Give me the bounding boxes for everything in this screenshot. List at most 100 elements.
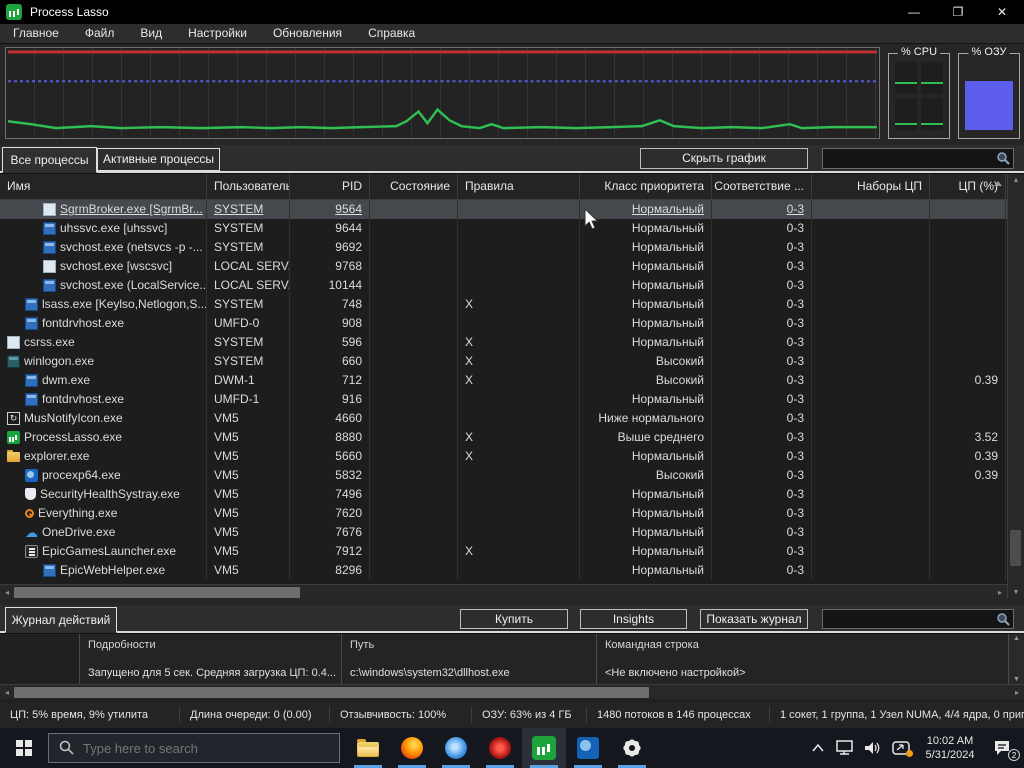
file-explorer-taskbar-icon[interactable] xyxy=(346,728,390,768)
ram-minigraph[interactable]: % ОЗУ xyxy=(958,45,1020,139)
details-horizontal-scrollbar[interactable]: ◂ ▸ xyxy=(0,684,1024,700)
menu-item[interactable]: Обновления xyxy=(272,26,343,41)
scroll-down-icon[interactable]: ▼ xyxy=(1013,676,1020,684)
menu-item[interactable]: Главное xyxy=(13,26,59,41)
status-segment: Отзывчивость: 100% xyxy=(330,707,472,724)
scroll-down-icon[interactable]: ▼ xyxy=(1012,589,1020,597)
settings-gear-taskbar-icon[interactable] xyxy=(610,728,654,768)
show-log-button[interactable]: Показать журнал xyxy=(700,609,808,630)
start-button[interactable] xyxy=(0,728,48,768)
tab-active-processes[interactable]: Активные процессы xyxy=(97,147,220,171)
column-header[interactable]: Соответствие ... xyxy=(712,173,812,199)
table-horizontal-scrollbar[interactable]: ◂ ▸ xyxy=(0,584,1007,600)
process-row[interactable]: ProcessLasso.exe VM5 8880 X Выше среднего 0-3… xyxy=(0,427,1007,447)
scrollbar-thumb[interactable] xyxy=(14,686,649,698)
scroll-left-icon[interactable]: ◂ xyxy=(4,687,9,697)
scrollbar-thumb[interactable] xyxy=(1010,530,1021,567)
taskbar-search-input[interactable] xyxy=(83,740,329,756)
cell-rules xyxy=(458,389,580,409)
cell-state xyxy=(370,218,458,238)
scroll-right-icon[interactable]: ▸ xyxy=(997,587,1002,597)
menu-item[interactable]: Вид xyxy=(140,26,163,41)
cell-priority: Ниже нормального xyxy=(580,408,712,428)
cell-user: SYSTEM xyxy=(207,199,290,219)
process-row[interactable]: lsass.exe [Keylso,Netlogon,S... SYSTEM 748… xyxy=(0,294,1007,314)
process-row[interactable]: svchost.exe [wscsvc] LOCAL SERV... 9768 Нор… xyxy=(0,256,1007,276)
process-row[interactable]: procexp64.exe VM5 5832 Высокий 0-3 0.39 xyxy=(0,465,1007,485)
process-row[interactable]: csrss.exe SYSTEM 596 X Нормальный 0-3 xyxy=(0,332,1007,352)
process-row[interactable]: fontdrvhost.exe UMFD-0 908 Нормальный 0-3 xyxy=(0,313,1007,333)
scrollbar-thumb[interactable] xyxy=(14,586,300,598)
process-row[interactable]: EpicWebHelper.exe VM5 8296 Нормальный 0-3 xyxy=(0,560,1007,580)
tray-chevron-up-icon[interactable] xyxy=(806,728,830,768)
menu-item[interactable]: Файл xyxy=(84,26,115,41)
menu-item[interactable]: Настройки xyxy=(188,26,247,41)
tray-volume-icon[interactable] xyxy=(862,728,886,768)
cpu-minigraph[interactable]: % CPU xyxy=(888,45,950,139)
close-button[interactable]: ✕ xyxy=(996,4,1008,19)
column-header[interactable]: ЦП (%) xyxy=(930,173,1006,199)
action-center-icon[interactable]: 2 xyxy=(986,728,1020,768)
cell-name: EpicWebHelper.exe xyxy=(0,560,207,580)
minimize-button[interactable]: — xyxy=(908,4,920,19)
process-row[interactable]: EpicGamesLauncher.exe VM5 7912 X Нормальный 0… xyxy=(0,541,1007,561)
scroll-up-icon[interactable]: ▲ xyxy=(1013,635,1020,643)
process-row[interactable]: ↻ MusNotifyIcon.exe VM5 4660 Ниже нормальног… xyxy=(0,408,1007,428)
process-row[interactable]: winlogon.exe SYSTEM 660 X Высокий 0-3 xyxy=(0,351,1007,371)
column-header[interactable]: PID xyxy=(290,173,370,199)
insights-button[interactable]: Insights xyxy=(580,609,687,630)
cell-name: EpicGamesLauncher.exe xyxy=(0,541,207,561)
column-header[interactable]: Наборы ЦП xyxy=(812,173,930,199)
column-header[interactable]: Состояние xyxy=(370,173,458,199)
cell-state xyxy=(370,560,458,580)
column-header[interactable]: Класс приоритета xyxy=(580,173,712,199)
window-light-icon xyxy=(7,335,20,349)
cell-user: SYSTEM xyxy=(207,351,290,371)
cell-cpu xyxy=(930,218,1006,238)
process-row[interactable]: dwm.exe DWM-1 712 X Высокий 0-3 0.39 xyxy=(0,370,1007,390)
browser-taskbar-icon[interactable] xyxy=(434,728,478,768)
tab-action-log[interactable]: Журнал действий xyxy=(5,607,117,634)
process-row[interactable]: SgrmBroker.exe [SgrmBr... SYSTEM 9564 Норма… xyxy=(0,199,1007,219)
red-app-taskbar-icon[interactable] xyxy=(478,728,522,768)
cell-priority: Нормальный xyxy=(580,199,712,219)
process-row[interactable]: ☁ OneDrive.exe VM5 7676 Нормальный 0-3 xyxy=(0,522,1007,542)
tray-network-icon[interactable] xyxy=(834,728,858,768)
table-vertical-scrollbar[interactable]: ▲ ▼ xyxy=(1007,173,1024,600)
cell-pid: 9564 xyxy=(290,199,370,219)
hide-graph-button[interactable]: Скрыть график xyxy=(640,147,808,169)
procexp-taskbar-icon[interactable] xyxy=(566,728,610,768)
process-row[interactable]: explorer.exe VM5 5660 X Нормальный 0-3 0.39 xyxy=(0,446,1007,466)
cell-state xyxy=(370,275,458,295)
process-row[interactable]: uhssvc.exe [uhssvc] SYSTEM 9644 Нормальный 0… xyxy=(0,218,1007,238)
process-search-input[interactable] xyxy=(823,151,995,166)
tray-smode-icon[interactable] xyxy=(890,728,914,768)
cell-priority: Нормальный xyxy=(580,237,712,257)
performance-graph[interactable] xyxy=(5,46,880,139)
restore-button[interactable]: ❐ xyxy=(952,4,964,19)
process-row[interactable]: SecurityHealthSystray.exe VM5 7496 Нормальн… xyxy=(0,484,1007,504)
status-bar: ЦП: 5% время, 9% утилита Длина очереди: 0… xyxy=(0,702,1024,729)
process-row[interactable]: fontdrvhost.exe UMFD-1 916 Нормальный 0-3 xyxy=(0,389,1007,409)
cell-user: UMFD-1 xyxy=(207,389,290,409)
log-search-input[interactable] xyxy=(823,612,995,627)
column-header[interactable]: Пользователь xyxy=(207,173,290,199)
taskbar-clock[interactable]: 10:02 AM 5/31/2024 xyxy=(918,734,982,763)
buy-button[interactable]: Купить xyxy=(460,609,568,630)
process-lasso-taskbar-icon[interactable] xyxy=(522,728,566,768)
tab-all-processes[interactable]: Все процессы xyxy=(2,146,97,173)
firefox-taskbar-icon[interactable] xyxy=(390,728,434,768)
cell-name: ☁ OneDrive.exe xyxy=(0,522,207,542)
scroll-left-icon[interactable]: ◂ xyxy=(4,587,9,597)
process-row[interactable]: svchost.exe (LocalService... LOCAL SERV..… xyxy=(0,275,1007,295)
menu-item[interactable]: Справка xyxy=(368,26,416,41)
details-vertical-scrollbar[interactable]: ▲ ▼ xyxy=(1009,634,1024,685)
cell-state xyxy=(370,332,458,352)
process-row[interactable]: svchost.exe (netsvcs -p -... SYSTEM 9692 Но… xyxy=(0,237,1007,257)
process-row[interactable]: Everything.exe VM5 7620 Нормальный 0-3 xyxy=(0,503,1007,523)
column-header[interactable]: Имя xyxy=(0,173,207,199)
scroll-right-icon[interactable]: ▸ xyxy=(1014,687,1019,697)
column-header[interactable]: Правила xyxy=(458,173,580,199)
scroll-up-icon[interactable]: ▲ xyxy=(1012,176,1020,184)
search-icon xyxy=(997,613,1010,626)
